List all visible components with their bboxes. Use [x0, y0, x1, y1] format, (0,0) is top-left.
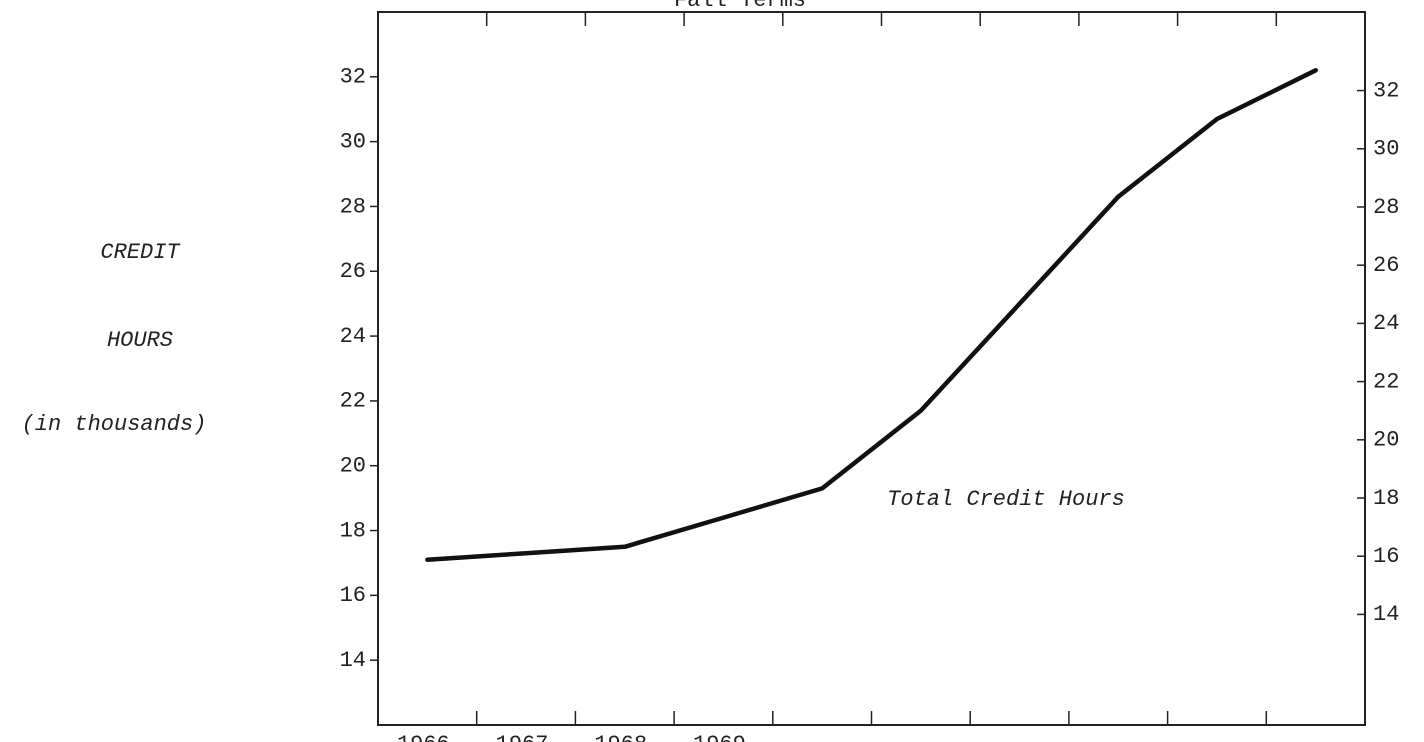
x-tick-label: 1966 [397, 732, 450, 742]
chart-title: Fall Terms [674, 0, 806, 13]
x-tick-label: 1969 [693, 732, 746, 742]
y-tick-label: 14 [340, 648, 366, 673]
y-axis-label: (in thousands) [22, 412, 207, 437]
y2-tick-label: 22 [1373, 369, 1399, 394]
x-tick-label: 1968 [594, 732, 647, 742]
y2-tick-label: 26 [1373, 253, 1399, 278]
y-axis-label: CREDIT [100, 240, 181, 265]
x-tick-label: 1967 [496, 732, 549, 742]
y2-tick-label: 20 [1373, 428, 1399, 453]
y-axis-label: HOURS [107, 328, 173, 353]
y2-tick-label: 14 [1373, 602, 1399, 627]
y2-tick-label: 28 [1373, 195, 1399, 220]
y-tick-label: 24 [340, 324, 366, 349]
y-tick-label: 22 [340, 389, 366, 414]
y2-tick-label: 24 [1373, 311, 1399, 336]
y-tick-label: 28 [340, 194, 366, 219]
y2-tick-label: 30 [1373, 137, 1399, 162]
y-tick-label: 32 [340, 65, 366, 90]
y2-tick-label: 16 [1373, 544, 1399, 569]
data-line [425, 68, 1318, 562]
y-tick-label: 30 [340, 129, 366, 154]
y-tick-label: 20 [340, 454, 366, 479]
y-tick-label: 16 [340, 583, 366, 608]
y-tick-label: 18 [340, 518, 366, 543]
annotation: Total Credit Hours [887, 487, 1125, 512]
y2-tick-label: 18 [1373, 486, 1399, 511]
y-tick-label: 26 [340, 259, 366, 284]
y2-tick-label: 32 [1373, 78, 1399, 103]
